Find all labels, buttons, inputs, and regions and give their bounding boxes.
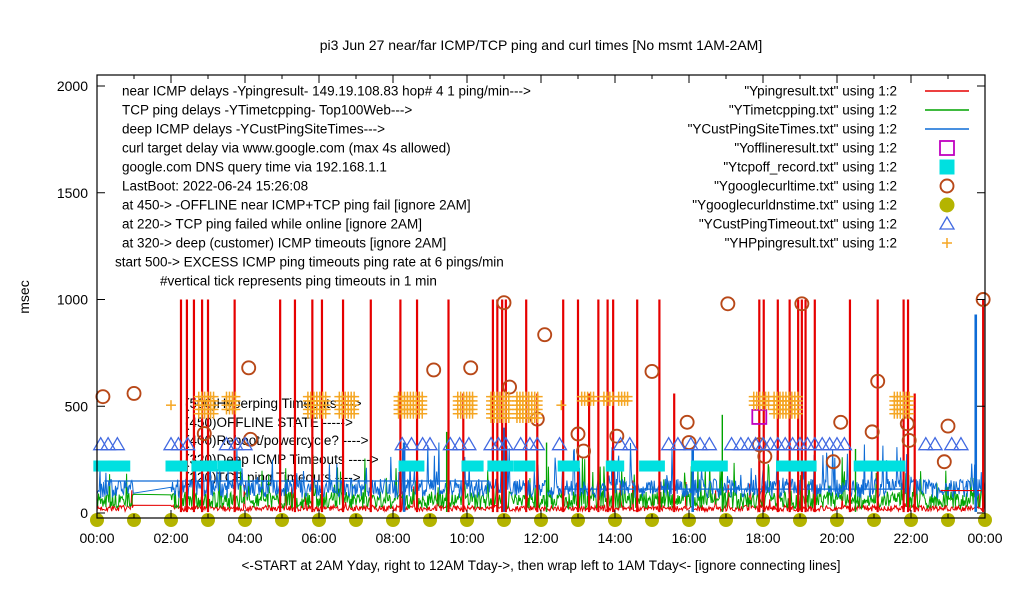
key-right-text: "Ypingresult.txt" using 1:2 (744, 84, 897, 99)
key-right-text: "Ygooglecurltime.txt" using 1:2 (714, 179, 897, 194)
y-tick-label: 500 (65, 398, 89, 414)
key-right-text: "Ytcpoff_record.txt" using 1:2 (723, 160, 897, 175)
deep-timeout-triangles (92, 436, 970, 451)
x-axis-label: <-START at 2AM Yday, right to 12AM Tday-… (241, 558, 841, 573)
key-right-text: "YCustPingSiteTimes.txt" using 1:2 (688, 122, 897, 137)
y-tick-label: 2000 (57, 78, 88, 94)
key-left-text: TCP ping delays -YTimetcpping- Top100Web… (122, 103, 412, 118)
key-right-text: "YCustPingTimeout.txt" using 1:2 (699, 217, 897, 232)
key-right-text: "Ygooglecurldnstime.txt" using 1:2 (692, 198, 897, 213)
tcp-fail-squares (93, 460, 906, 472)
chart-title: pi3 Jun 27 near/far ICMP/TCP ping and cu… (319, 37, 763, 53)
near-icmp-line (96, 479, 986, 514)
key-left-text: near ICMP delays -Ypingresult- 149.19.10… (122, 84, 531, 99)
key-left-text: at 220-> TCP ping failed while online [i… (122, 217, 422, 232)
curl-time-circles (95, 292, 991, 470)
key-left-text: at 450-> -OFFLINE near ICMP+TCP ping fai… (122, 198, 471, 213)
key-left-text: at 320-> deep (customer) ICMP timeouts [… (122, 236, 446, 251)
x-tick-label: 06:00 (301, 530, 336, 546)
deep-icmp-line (96, 442, 986, 500)
key-left-text: curl target delay via www.google.com (ma… (122, 141, 451, 156)
x-tick-label: 00:00 (967, 530, 1002, 546)
x-tick-label: 20:00 (819, 530, 854, 546)
x-tick-label: 16:00 (671, 530, 706, 546)
x-tick-label: 04:00 (227, 530, 262, 546)
inplot-label: (400)Reboot/powercycle? ----> (185, 433, 369, 448)
x-tick-label: 14:00 (597, 530, 632, 546)
tcp-ping-line (96, 454, 986, 511)
key-left-text: LastBoot: 2022-06-24 15:26:08 (122, 179, 308, 194)
axes: 00:00 02:00 04:00 06:00 08:00 10:00 12:00 14:00… (57, 74, 1003, 546)
inplot-label: (450)OFFLINE STATE -----> (185, 415, 353, 430)
x-tick-label: 10:00 (449, 530, 484, 546)
x-tick-label: 22:00 (893, 530, 928, 546)
key-right-text: "YTimetcpping.txt" using 1:2 (729, 103, 897, 118)
hyperping-plus-marks (166, 391, 915, 423)
key-left-text: #vertical tick represents ping timeouts … (160, 274, 437, 289)
key-left-text: start 500-> EXCESS ICMP ping timeouts pi… (115, 255, 504, 270)
y-tick-label: 1500 (57, 185, 88, 201)
key-right-text: "Yofflineresult.txt" using 1:2 (734, 141, 897, 156)
legend: near ICMP delays -Ypingresult- 149.19.10… (115, 84, 969, 289)
y-tick-label: 1000 (57, 292, 88, 308)
dns-time-dots (90, 513, 992, 527)
x-tick-label: 00:00 (79, 530, 114, 546)
key-left-text: deep ICMP delays -YCustPingSiteTimes---> (122, 122, 385, 137)
key-left-text: google.com DNS query time via 192.168.1.… (122, 160, 387, 175)
y-tick-label: 0 (80, 505, 88, 521)
x-tick-label: 08:00 (375, 530, 410, 546)
x-tick-label: 12:00 (523, 530, 558, 546)
key-right-text: "YHPpingresult.txt" using 1:2 (725, 236, 897, 251)
x-tick-label: 02:00 (153, 530, 188, 546)
x-tick-label: 18:00 (745, 530, 780, 546)
